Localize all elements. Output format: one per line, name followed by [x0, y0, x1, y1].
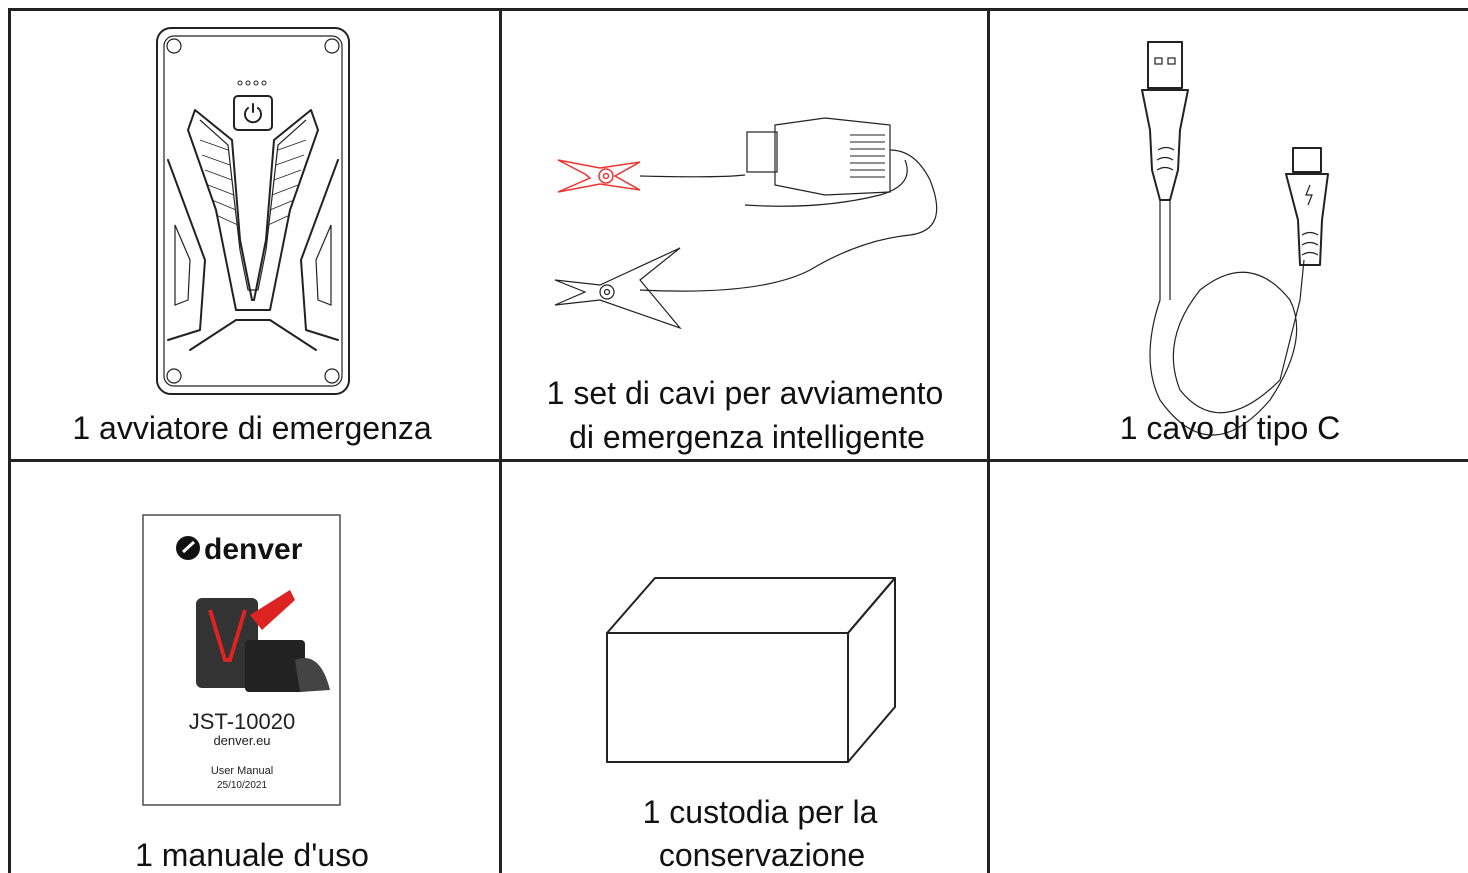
- caption: 1 manuale d'uso: [135, 837, 369, 873]
- manual-date: 25/10/2021: [217, 780, 267, 791]
- usb-cable-illustration: [1141, 41, 1329, 436]
- box-illustration: [606, 577, 896, 763]
- caption: 1 set di cavi per avviamento: [547, 375, 944, 411]
- jump-starter-illustration: [156, 27, 350, 395]
- manual-doc-title: User Manual: [211, 765, 273, 777]
- caption: 1 custodia per la: [643, 794, 878, 830]
- caption: 1 cavo di tipo C: [1120, 410, 1341, 446]
- manual-brand: denver: [204, 533, 303, 566]
- manual-website: denver.eu: [213, 733, 270, 748]
- manual-model: JST-10020: [189, 709, 295, 734]
- caption: conservazione: [659, 837, 865, 873]
- manual-cover: denver JST-10020 denver.eu User Manual 2…: [142, 514, 341, 806]
- cables-illustration: [554, 117, 938, 330]
- caption: di emergenza intelligente: [569, 419, 925, 455]
- table-grid: [8, 8, 1468, 873]
- caption: 1 avviatore di emergenza: [72, 410, 432, 446]
